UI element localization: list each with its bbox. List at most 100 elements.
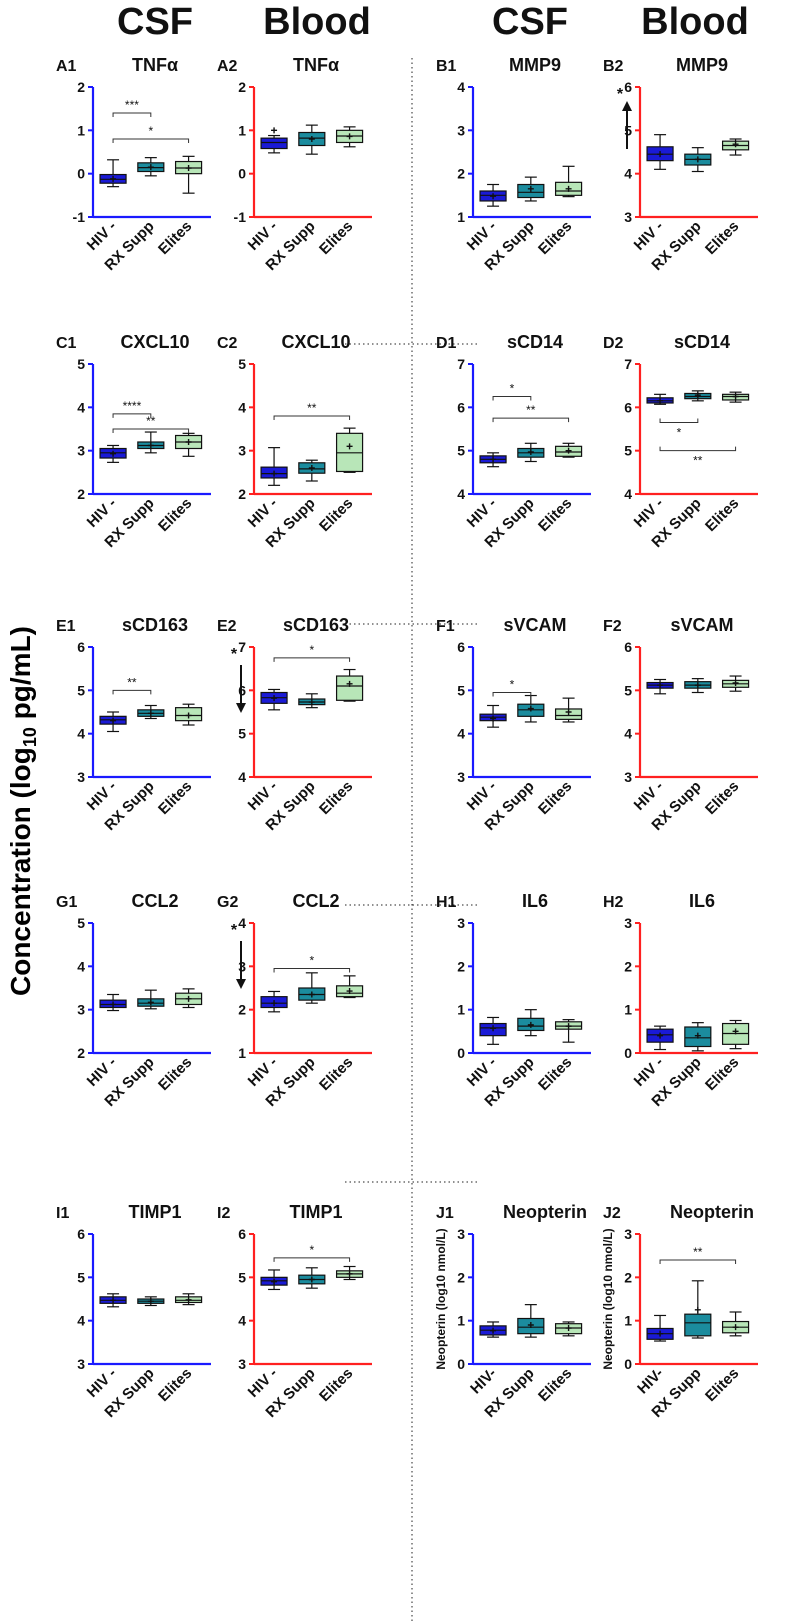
panel-id: G2 — [217, 894, 238, 911]
mean-marker — [732, 1028, 739, 1035]
y-tick-label: 6 — [457, 399, 465, 415]
mean-marker — [565, 1023, 572, 1030]
y-tick-label: 2 — [238, 486, 246, 502]
category-label: Elites — [155, 1365, 195, 1405]
mean-marker — [185, 712, 192, 719]
panel-title: MMP9 — [509, 55, 561, 75]
box-hiv-neg: HIV - — [245, 990, 288, 1090]
box-hiv-neg: HIV - — [245, 1269, 288, 1401]
y-axis-title: Concentration (log10 pg/mL) — [5, 626, 40, 996]
y-tick-label: 1 — [457, 209, 465, 225]
y-tick-label: 4 — [624, 726, 632, 742]
category-label: Elites — [535, 778, 575, 818]
box-elites: Elites — [316, 1265, 364, 1405]
y-tick-label: 4 — [238, 399, 246, 415]
y-tick-label: 5 — [457, 682, 465, 698]
y-tick-label: 2 — [457, 958, 465, 974]
panel-id: C1 — [56, 335, 77, 352]
y-tick-label: 6 — [624, 639, 632, 655]
category-label: Elites — [535, 1054, 575, 1094]
significance-bracket — [112, 112, 152, 117]
y-tick-label: 7 — [624, 356, 632, 372]
y-tick-label: 3 — [77, 769, 85, 785]
mean-marker — [565, 1325, 572, 1332]
significance-label: ** — [526, 403, 536, 417]
y-tick-label: 5 — [238, 726, 246, 742]
y-tick-label: 2 — [77, 79, 85, 95]
y-tick-label: 4 — [624, 486, 632, 502]
y-tick-label: 4 — [77, 1313, 85, 1329]
panel-id: F2 — [603, 618, 622, 635]
mean-marker — [657, 1330, 664, 1337]
y-tick-label: 4 — [624, 166, 632, 182]
significance-label: ** — [146, 414, 156, 428]
y-tick-label: 0 — [238, 166, 246, 182]
mean-marker — [185, 439, 192, 445]
y-tick-label: 0 — [624, 1356, 632, 1372]
significance-bracket — [492, 692, 532, 697]
mean-marker — [147, 710, 154, 717]
significance-label: * — [510, 382, 515, 396]
panel-id: J1 — [436, 1205, 454, 1222]
mean-marker — [565, 185, 572, 192]
box-elites: Elites — [316, 427, 364, 535]
mean-marker — [694, 1306, 701, 1313]
mean-marker — [185, 995, 192, 1002]
panel-id: A1 — [56, 58, 77, 75]
mean-marker — [147, 1298, 154, 1305]
panel-id: E2 — [217, 618, 237, 635]
mean-marker — [527, 185, 534, 192]
box-hiv-neg: HIV - — [245, 127, 288, 254]
category-label: Elites — [155, 778, 195, 818]
mean-marker — [346, 988, 353, 995]
significance-bracket — [112, 413, 152, 418]
significance-label: ** — [307, 401, 317, 415]
y-tick-label: 5 — [624, 443, 632, 459]
panel-title: Neopterin — [670, 1202, 754, 1222]
box-rx-supp: RX Supp — [101, 1296, 165, 1421]
y-tick-label: 3 — [238, 1356, 246, 1372]
category-label: Elites — [316, 778, 356, 818]
category-label: HIV- — [634, 1365, 667, 1398]
y-tick-label: 4 — [77, 958, 85, 974]
y-tick-label: 5 — [238, 356, 246, 372]
y-tick-label: 3 — [624, 209, 632, 225]
significance-label: ** — [693, 454, 703, 468]
y-tick-label: 3 — [624, 769, 632, 785]
y-tick-label: 2 — [457, 1269, 465, 1285]
y-tick-label: 1 — [238, 1045, 246, 1061]
panel-title: TIMP1 — [128, 1202, 181, 1222]
mean-marker — [657, 151, 664, 158]
mean-marker — [657, 682, 664, 689]
box-hiv-neg: HIV - — [84, 711, 127, 814]
box-hiv-neg: HIV - — [84, 444, 127, 531]
significance-label: ** — [127, 675, 137, 689]
y-tick-label: 5 — [77, 915, 85, 931]
category-label: HIV- — [467, 1365, 500, 1398]
box-elites: Elites — [155, 703, 203, 818]
panel-title: CCL2 — [131, 891, 178, 911]
mean-marker — [346, 1270, 353, 1277]
mean-marker — [271, 470, 278, 477]
panel-j1: J1 Neopterin 0 1 2 3 Neopterin (log10 nmol/L) H… — [434, 1202, 591, 1421]
panel-title: TIMP1 — [289, 1202, 342, 1222]
y-tick-label: 3 — [457, 915, 465, 931]
mean-marker — [694, 392, 701, 399]
panel-title: CXCL10 — [281, 332, 350, 352]
category-label: Elites — [155, 1054, 195, 1094]
arrow-head — [622, 101, 632, 111]
y-axis-title-subscript: 10 — [20, 727, 40, 747]
box-rx-supp: RX Supp — [262, 693, 326, 834]
significance-label: * — [309, 1243, 314, 1257]
panel-id: F1 — [436, 618, 455, 635]
y-tick-label: 2 — [624, 958, 632, 974]
box-hiv-neg: HIV - — [464, 704, 507, 814]
panel-title: Neopterin — [503, 1202, 587, 1222]
panel-id: H1 — [436, 894, 457, 911]
header-csf-right: CSF — [492, 1, 568, 43]
significance-bracket — [273, 415, 351, 420]
